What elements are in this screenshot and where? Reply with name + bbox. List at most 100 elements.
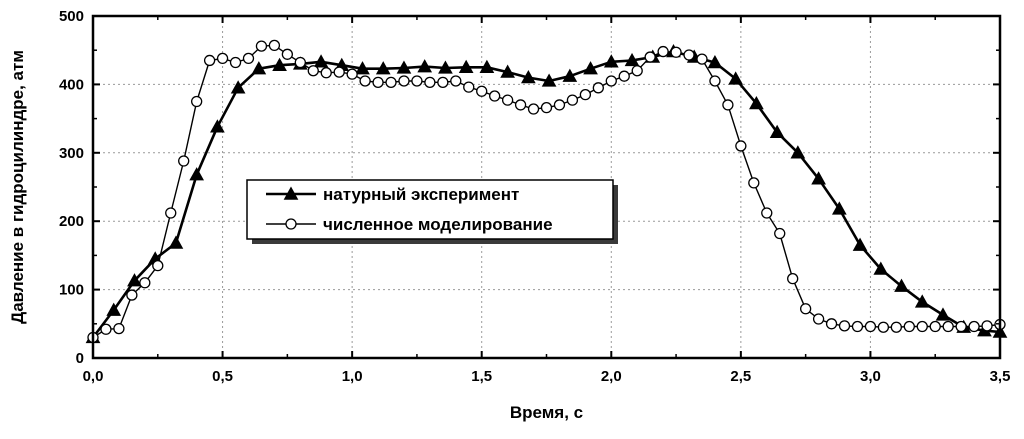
series-1-point	[458, 59, 474, 73]
series-2-point	[618, 70, 630, 82]
series-2-point	[165, 207, 177, 219]
series-1-point	[251, 61, 267, 75]
series-2-point	[579, 89, 592, 101]
series-1-point	[894, 278, 909, 292]
series-1-point	[914, 294, 930, 308]
series-2-point	[683, 49, 695, 61]
series-2-point	[191, 95, 203, 108]
series-1-point	[852, 237, 868, 251]
series-2-point	[540, 102, 553, 114]
series-2-point	[864, 320, 877, 333]
series-2-point	[476, 85, 488, 97]
x-axis-label: Время, с	[510, 403, 583, 422]
series-2-point	[333, 66, 345, 78]
series-2-point	[787, 273, 799, 285]
x-tick-label: 1,5	[471, 368, 492, 385]
series-2-point	[592, 82, 604, 94]
series-2	[87, 39, 1006, 344]
legend: натурный эксперимент численное моделирова…	[246, 179, 618, 244]
series-2-point	[735, 140, 747, 152]
series-2-point	[437, 76, 449, 88]
series-layer	[85, 39, 1008, 344]
series-1-point	[707, 54, 723, 69]
series-2-point	[203, 54, 216, 67]
series-2-point	[631, 65, 643, 77]
axis-ticks	[92, 15, 1001, 359]
series-1-point	[769, 124, 785, 138]
series-2-point	[514, 99, 527, 111]
series-2-point	[709, 75, 721, 87]
series-1-point	[479, 59, 495, 73]
series-2-point	[981, 320, 993, 332]
series-1-point	[831, 201, 847, 215]
series-1-point	[749, 96, 764, 110]
series-1-point	[873, 261, 889, 275]
series-2-point	[385, 76, 397, 88]
series-1-point	[603, 54, 619, 68]
series-2-point	[799, 303, 812, 315]
series-2-point	[346, 68, 358, 80]
series-2-point	[268, 39, 281, 52]
series-2-point	[113, 322, 125, 335]
series-2-point	[294, 56, 306, 69]
series-2-point	[152, 260, 164, 272]
series-2-point	[657, 45, 669, 58]
series-2-point	[644, 51, 656, 63]
series-1-point	[728, 71, 744, 85]
series-1-point	[624, 52, 640, 67]
series-2-point	[722, 99, 734, 111]
series-2-point	[812, 313, 825, 325]
series-1-point	[417, 59, 433, 73]
y-tick-label: 500	[59, 8, 84, 25]
y-tick-label: 100	[59, 282, 84, 299]
series-2-point	[566, 94, 579, 106]
series-1-point	[106, 302, 122, 316]
series-2-point	[527, 103, 540, 115]
x-tick-label: 2,5	[730, 368, 751, 385]
series-2-point	[955, 320, 967, 333]
y-tick-label: 0	[76, 350, 84, 367]
series-2-point	[242, 52, 255, 65]
series-2-point	[942, 320, 954, 333]
x-tick-label: 3,5	[990, 368, 1011, 385]
series-2-point	[281, 48, 294, 60]
series-2-point	[398, 75, 410, 87]
series-1-point	[500, 64, 515, 78]
series-2-point	[929, 320, 941, 333]
series-2-point	[605, 75, 617, 87]
series-1-point	[811, 171, 826, 185]
series-1-point	[521, 70, 536, 84]
series-2-point	[825, 318, 838, 330]
legend-box	[246, 179, 614, 240]
series-2-point	[903, 320, 915, 333]
series-2-point	[307, 65, 319, 77]
series-1-point	[375, 61, 391, 75]
series-1-point	[583, 61, 598, 75]
series-2-point	[320, 67, 332, 79]
series-1-point	[935, 307, 951, 321]
series-2-point	[774, 227, 786, 240]
series-2-point	[761, 207, 773, 219]
series-2-point	[126, 289, 138, 301]
series-1-point	[272, 57, 287, 71]
series-1-point	[210, 119, 225, 133]
series-1-point	[168, 235, 184, 249]
series-1-point	[396, 60, 412, 74]
series-2-point	[877, 321, 890, 333]
x-tick-label: 0,5	[212, 368, 233, 385]
y-axis-label: Давление в гидроцилиндре, атм	[8, 50, 27, 324]
series-1-point	[313, 54, 329, 68]
series-2-point	[838, 320, 851, 332]
y-tick-label: 400	[59, 76, 84, 93]
series-2-point	[178, 155, 190, 167]
series-2-point	[748, 177, 760, 189]
legend-label-2: численное моделирование	[323, 215, 553, 234]
legend-marker-1	[283, 186, 299, 200]
series-1-point	[230, 80, 246, 94]
series-2-point	[553, 99, 566, 111]
series-1-point	[562, 68, 578, 82]
series-2-point	[255, 40, 268, 52]
series-2-point	[229, 56, 242, 69]
series-2-point	[696, 53, 708, 65]
